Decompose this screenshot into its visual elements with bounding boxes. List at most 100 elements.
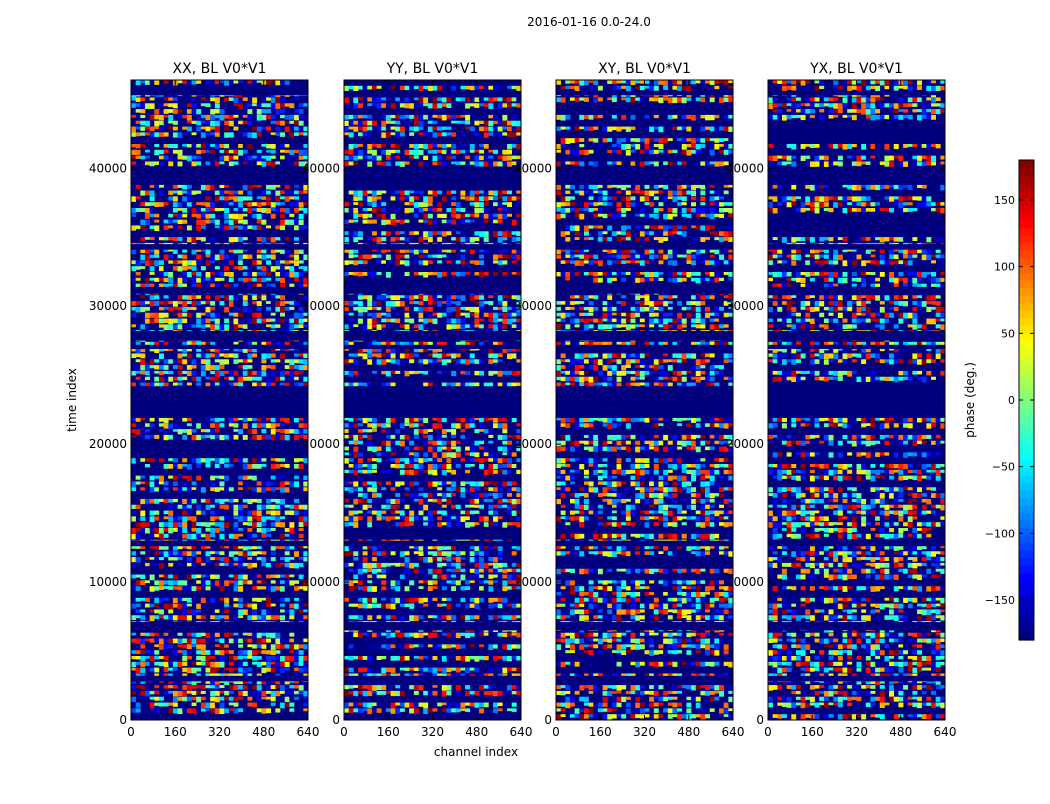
y-tick-label: 40000 bbox=[726, 161, 764, 175]
x-tick-label: 160 bbox=[164, 725, 187, 739]
x-tick-label: 160 bbox=[589, 725, 612, 739]
masked-band bbox=[344, 167, 521, 185]
colorbar-label: phase (deg.) bbox=[963, 362, 977, 438]
panel-title: YY, BL V0*V1 bbox=[386, 61, 479, 77]
masked-band bbox=[131, 287, 308, 294]
masked-band bbox=[768, 167, 945, 185]
masked-band bbox=[131, 386, 308, 418]
x-tick-label: 0 bbox=[340, 725, 348, 739]
colorbar-tick-label: 100 bbox=[994, 261, 1015, 274]
x-tick-label: 0 bbox=[764, 725, 772, 739]
masked-band bbox=[556, 287, 733, 294]
y-tick-label: 20000 bbox=[726, 437, 764, 451]
x-tick-label: 480 bbox=[465, 725, 488, 739]
masked-band bbox=[556, 622, 733, 630]
masked-band bbox=[768, 622, 945, 630]
y-tick-label: 20000 bbox=[302, 437, 340, 451]
x-tick-label: 640 bbox=[510, 725, 533, 739]
x-tick-label: 640 bbox=[722, 725, 745, 739]
masked-band bbox=[131, 167, 308, 185]
y-tick-label: 30000 bbox=[89, 299, 127, 313]
y-tick-label: 10000 bbox=[514, 575, 552, 589]
masked-band bbox=[768, 541, 945, 547]
masked-band bbox=[556, 541, 733, 547]
panel-title: XY, BL V0*V1 bbox=[598, 61, 691, 77]
figure-suptitle: 2016-01-16 0.0-24.0 bbox=[527, 15, 651, 29]
y-tick-label: 30000 bbox=[302, 299, 340, 313]
masked-band bbox=[344, 287, 521, 294]
masked-band bbox=[131, 91, 308, 95]
masked-band bbox=[344, 622, 521, 630]
y-tick-label: 20000 bbox=[89, 437, 127, 451]
x-tick-label: 480 bbox=[252, 725, 275, 739]
masked-band bbox=[344, 91, 521, 95]
colorbar-tick-label: 50 bbox=[1001, 327, 1015, 340]
masked-band bbox=[131, 676, 308, 682]
colorbar: −150 −100 −50 0 50 100 150 bbox=[985, 160, 1034, 641]
masked-band bbox=[556, 331, 733, 341]
x-axis-label: channel index bbox=[434, 745, 518, 759]
masked-band bbox=[768, 244, 945, 250]
y-tick-label: 10000 bbox=[302, 575, 340, 589]
y-tick-label: 0 bbox=[119, 713, 127, 727]
panel: XY, BL V0*V1 0 160 320 480 640 0 10000 20000 3000… bbox=[514, 61, 745, 739]
x-tick-label: 480 bbox=[677, 725, 700, 739]
colorbar-tick-label: −100 bbox=[985, 527, 1015, 540]
masked-band bbox=[556, 91, 733, 95]
x-tick-label: 320 bbox=[208, 725, 231, 739]
y-axis-label: time index bbox=[65, 368, 79, 432]
y-tick-label: 20000 bbox=[514, 437, 552, 451]
panels: XX, BL V0*V1 0 160 320 480 640 0 10000 20000 3000… bbox=[89, 61, 957, 739]
y-tick-label: 40000 bbox=[302, 161, 340, 175]
masked-band bbox=[344, 676, 521, 682]
panel: YX, BL V0*V1 0 160 320 480 640 0 10000 20000 3000… bbox=[726, 61, 957, 739]
y-tick-label: 10000 bbox=[726, 575, 764, 589]
masked-band bbox=[768, 331, 945, 341]
masked-band bbox=[556, 386, 733, 418]
panel-title: XX, BL V0*V1 bbox=[173, 61, 267, 77]
x-tick-label: 0 bbox=[552, 725, 560, 739]
masked-band bbox=[131, 541, 308, 547]
y-tick-label: 0 bbox=[332, 713, 340, 727]
masked-band bbox=[344, 541, 521, 547]
masked-band bbox=[768, 287, 945, 294]
y-tick-label: 40000 bbox=[514, 161, 552, 175]
masked-band bbox=[556, 244, 733, 250]
masked-band bbox=[131, 345, 308, 349]
y-tick-label: 0 bbox=[544, 713, 552, 727]
y-tick-label: 40000 bbox=[89, 161, 127, 175]
masked-band bbox=[344, 244, 521, 250]
masked-band bbox=[131, 331, 308, 341]
colorbar-tick-label: 150 bbox=[994, 194, 1015, 207]
masked-band bbox=[768, 91, 945, 95]
y-tick-label: 0 bbox=[756, 713, 764, 727]
panel: YY, BL V0*V1 0 160 320 480 640 0 10000 20000 3000… bbox=[302, 61, 533, 739]
masked-band bbox=[768, 345, 945, 349]
x-tick-label: 640 bbox=[297, 725, 320, 739]
y-tick-label: 30000 bbox=[726, 299, 764, 313]
colorbar-tick-label: 0 bbox=[1008, 394, 1015, 407]
masked-band bbox=[344, 386, 521, 418]
masked-band bbox=[556, 676, 733, 682]
x-tick-label: 320 bbox=[421, 725, 444, 739]
x-tick-label: 160 bbox=[377, 725, 400, 739]
colorbar-tick-label: −50 bbox=[992, 461, 1015, 474]
colorbar-tick-label: −150 bbox=[985, 594, 1015, 607]
y-tick-label: 10000 bbox=[89, 575, 127, 589]
x-tick-label: 480 bbox=[889, 725, 912, 739]
x-tick-label: 320 bbox=[845, 725, 868, 739]
masked-band bbox=[131, 244, 308, 250]
x-tick-label: 160 bbox=[801, 725, 824, 739]
x-tick-label: 320 bbox=[633, 725, 656, 739]
panel-title: YX, BL V0*V1 bbox=[809, 61, 903, 77]
y-tick-label: 30000 bbox=[514, 299, 552, 313]
x-tick-label: 640 bbox=[934, 725, 957, 739]
masked-band bbox=[768, 676, 945, 682]
masked-band bbox=[556, 167, 733, 185]
masked-band bbox=[556, 345, 733, 349]
masked-band bbox=[131, 622, 308, 630]
masked-band bbox=[344, 331, 521, 341]
